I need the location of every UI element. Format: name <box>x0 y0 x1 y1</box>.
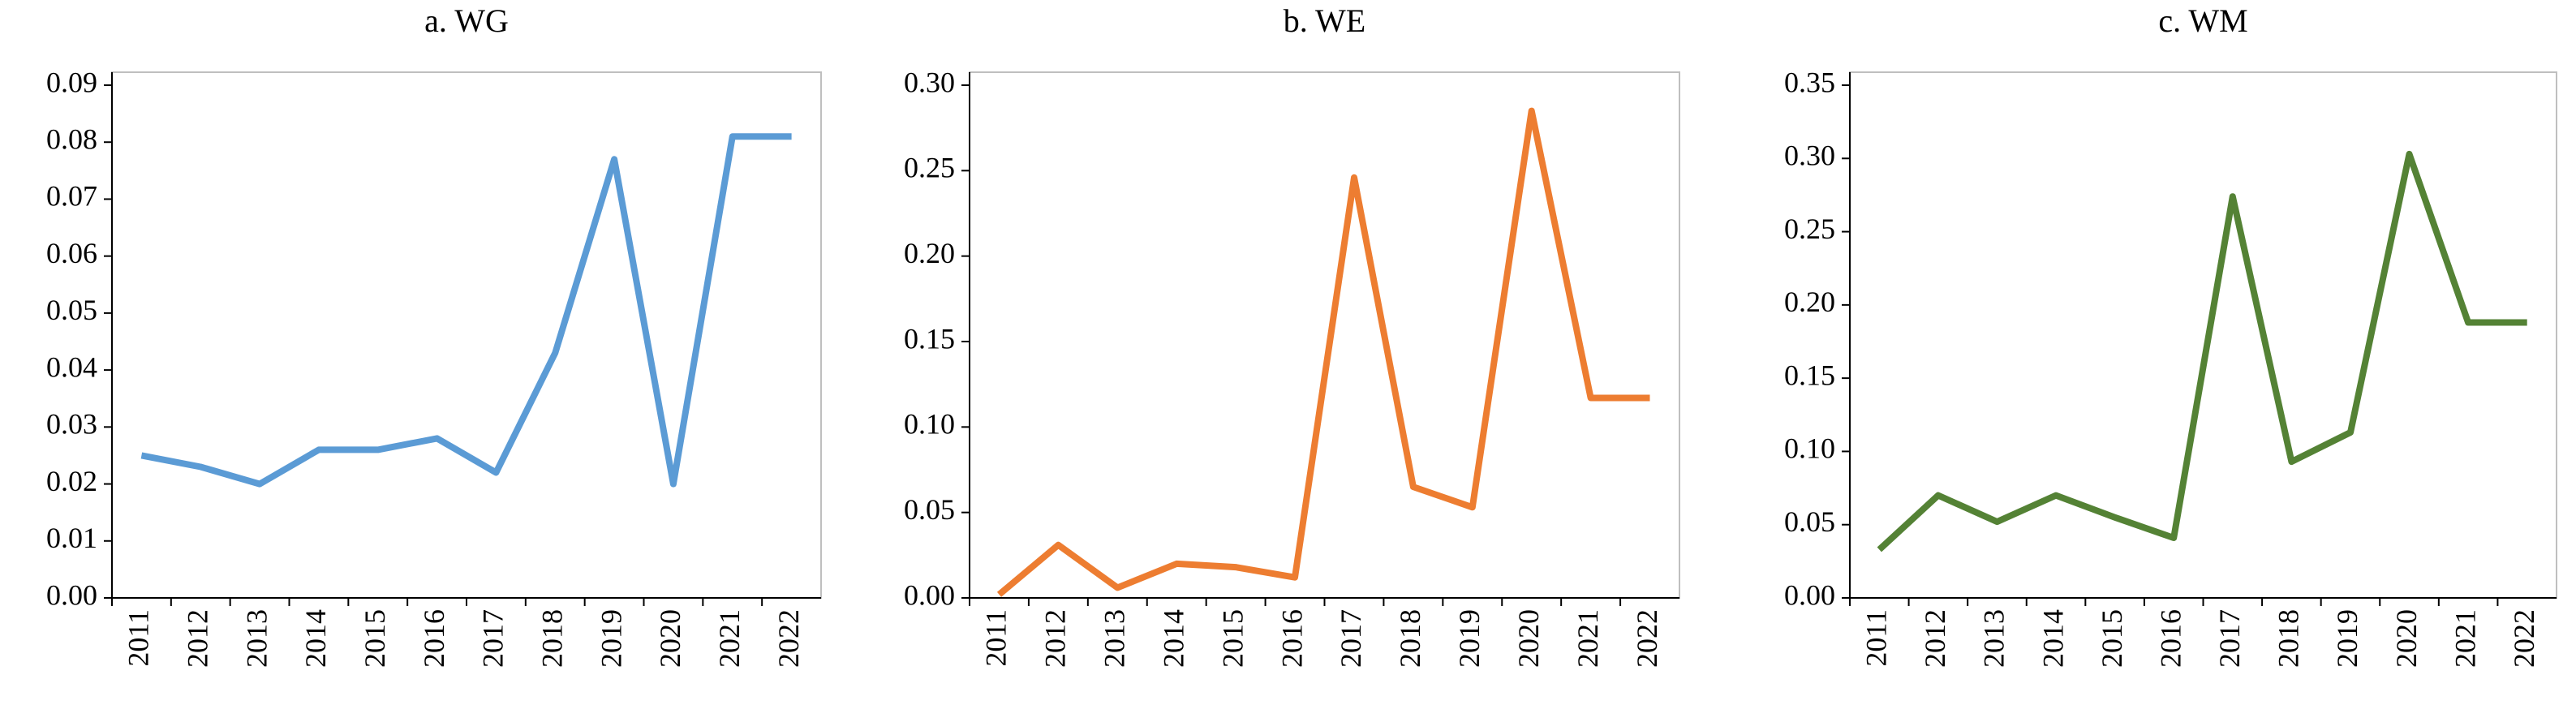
x-tick-label: 2015 <box>2096 609 2128 668</box>
x-tick-label: 2012 <box>1919 609 1951 668</box>
y-tick-label: 0.00 <box>46 578 97 611</box>
x-tick-label: 2014 <box>1157 609 1189 668</box>
y-tick-label: 0.02 <box>46 465 97 497</box>
y-tick-label: 0.10 <box>904 408 955 441</box>
x-tick-label: 2016 <box>1275 609 1308 668</box>
x-tick-label: 2011 <box>1860 609 1893 667</box>
chart-title: a. WG <box>424 2 509 39</box>
y-tick-label: 0.30 <box>904 66 955 98</box>
y-tick-label: 0.09 <box>46 66 97 98</box>
y-tick-label: 0.15 <box>904 322 955 355</box>
x-tick-label: 2016 <box>418 609 450 668</box>
x-tick-label: 2020 <box>2390 609 2423 668</box>
x-tick-label: 2013 <box>240 609 273 668</box>
plot-frame <box>1849 71 2557 599</box>
x-tick-label: 2016 <box>2154 609 2187 668</box>
x-tick-label: 2014 <box>299 609 332 668</box>
x-tick-label: 2017 <box>477 609 510 668</box>
y-tick-label: 0.07 <box>46 180 97 213</box>
x-tick-label: 2018 <box>536 609 569 668</box>
data-line <box>140 133 792 488</box>
x-tick-label: 2021 <box>2449 609 2481 668</box>
x-tick-label: 2013 <box>1978 609 2010 668</box>
x-tick-label: 2021 <box>1572 609 1604 668</box>
x-tick-label: 2019 <box>2331 609 2363 668</box>
x-tick-label: 2022 <box>1631 609 1663 668</box>
y-tick-label: 0.10 <box>1784 432 1835 465</box>
y-tick-label: 0.05 <box>904 493 955 526</box>
chart-title: c. WM <box>2158 2 2247 39</box>
plot-frame <box>969 71 1680 599</box>
x-tick-label: 2017 <box>1335 609 1367 668</box>
y-tick-label: 0.08 <box>46 123 97 155</box>
x-tick-label: 2022 <box>772 609 805 668</box>
y-tick-label: 0.00 <box>904 578 955 611</box>
data-line <box>1877 150 2527 552</box>
y-tick-label: 0.05 <box>1784 505 1835 538</box>
x-tick-label: 2011 <box>123 609 155 667</box>
y-tick-label: 0.25 <box>904 152 955 184</box>
y-tick-label: 0.15 <box>1784 359 1835 391</box>
chart-title: b. WE <box>1284 2 1365 39</box>
x-tick-label: 2020 <box>654 609 686 668</box>
y-tick-label: 0.06 <box>46 237 97 269</box>
y-tick-label: 0.03 <box>46 408 97 441</box>
y-tick-label: 0.20 <box>1784 286 1835 318</box>
plot-frame <box>111 71 822 599</box>
y-tick-label: 0.04 <box>46 350 97 383</box>
y-tick-label: 0.20 <box>904 237 955 269</box>
y-tick-label: 0.25 <box>1784 213 1835 245</box>
x-tick-label: 2015 <box>1216 609 1249 668</box>
data-line <box>996 107 1650 597</box>
x-tick-label: 2013 <box>1099 609 1131 668</box>
y-tick-label: 0.30 <box>1784 140 1835 172</box>
x-tick-label: 2012 <box>1039 609 1072 668</box>
x-tick-label: 2019 <box>595 609 627 668</box>
x-tick-label: 2011 <box>980 609 1013 667</box>
x-tick-label: 2018 <box>2273 609 2305 668</box>
x-tick-label: 2019 <box>1453 609 1486 668</box>
x-tick-label: 2014 <box>2036 609 2069 668</box>
y-tick-label: 0.35 <box>1784 66 1835 98</box>
x-tick-label: 2021 <box>713 609 746 668</box>
y-tick-label: 0.00 <box>1784 578 1835 611</box>
x-tick-label: 2017 <box>2213 609 2246 668</box>
x-tick-label: 2018 <box>1394 609 1426 668</box>
x-tick-label: 2012 <box>182 609 214 668</box>
y-tick-label: 0.01 <box>46 522 97 554</box>
x-tick-label: 2015 <box>359 609 391 668</box>
x-tick-label: 2022 <box>2508 609 2540 668</box>
x-tick-label: 2020 <box>1512 609 1545 668</box>
y-tick-label: 0.05 <box>46 294 97 326</box>
